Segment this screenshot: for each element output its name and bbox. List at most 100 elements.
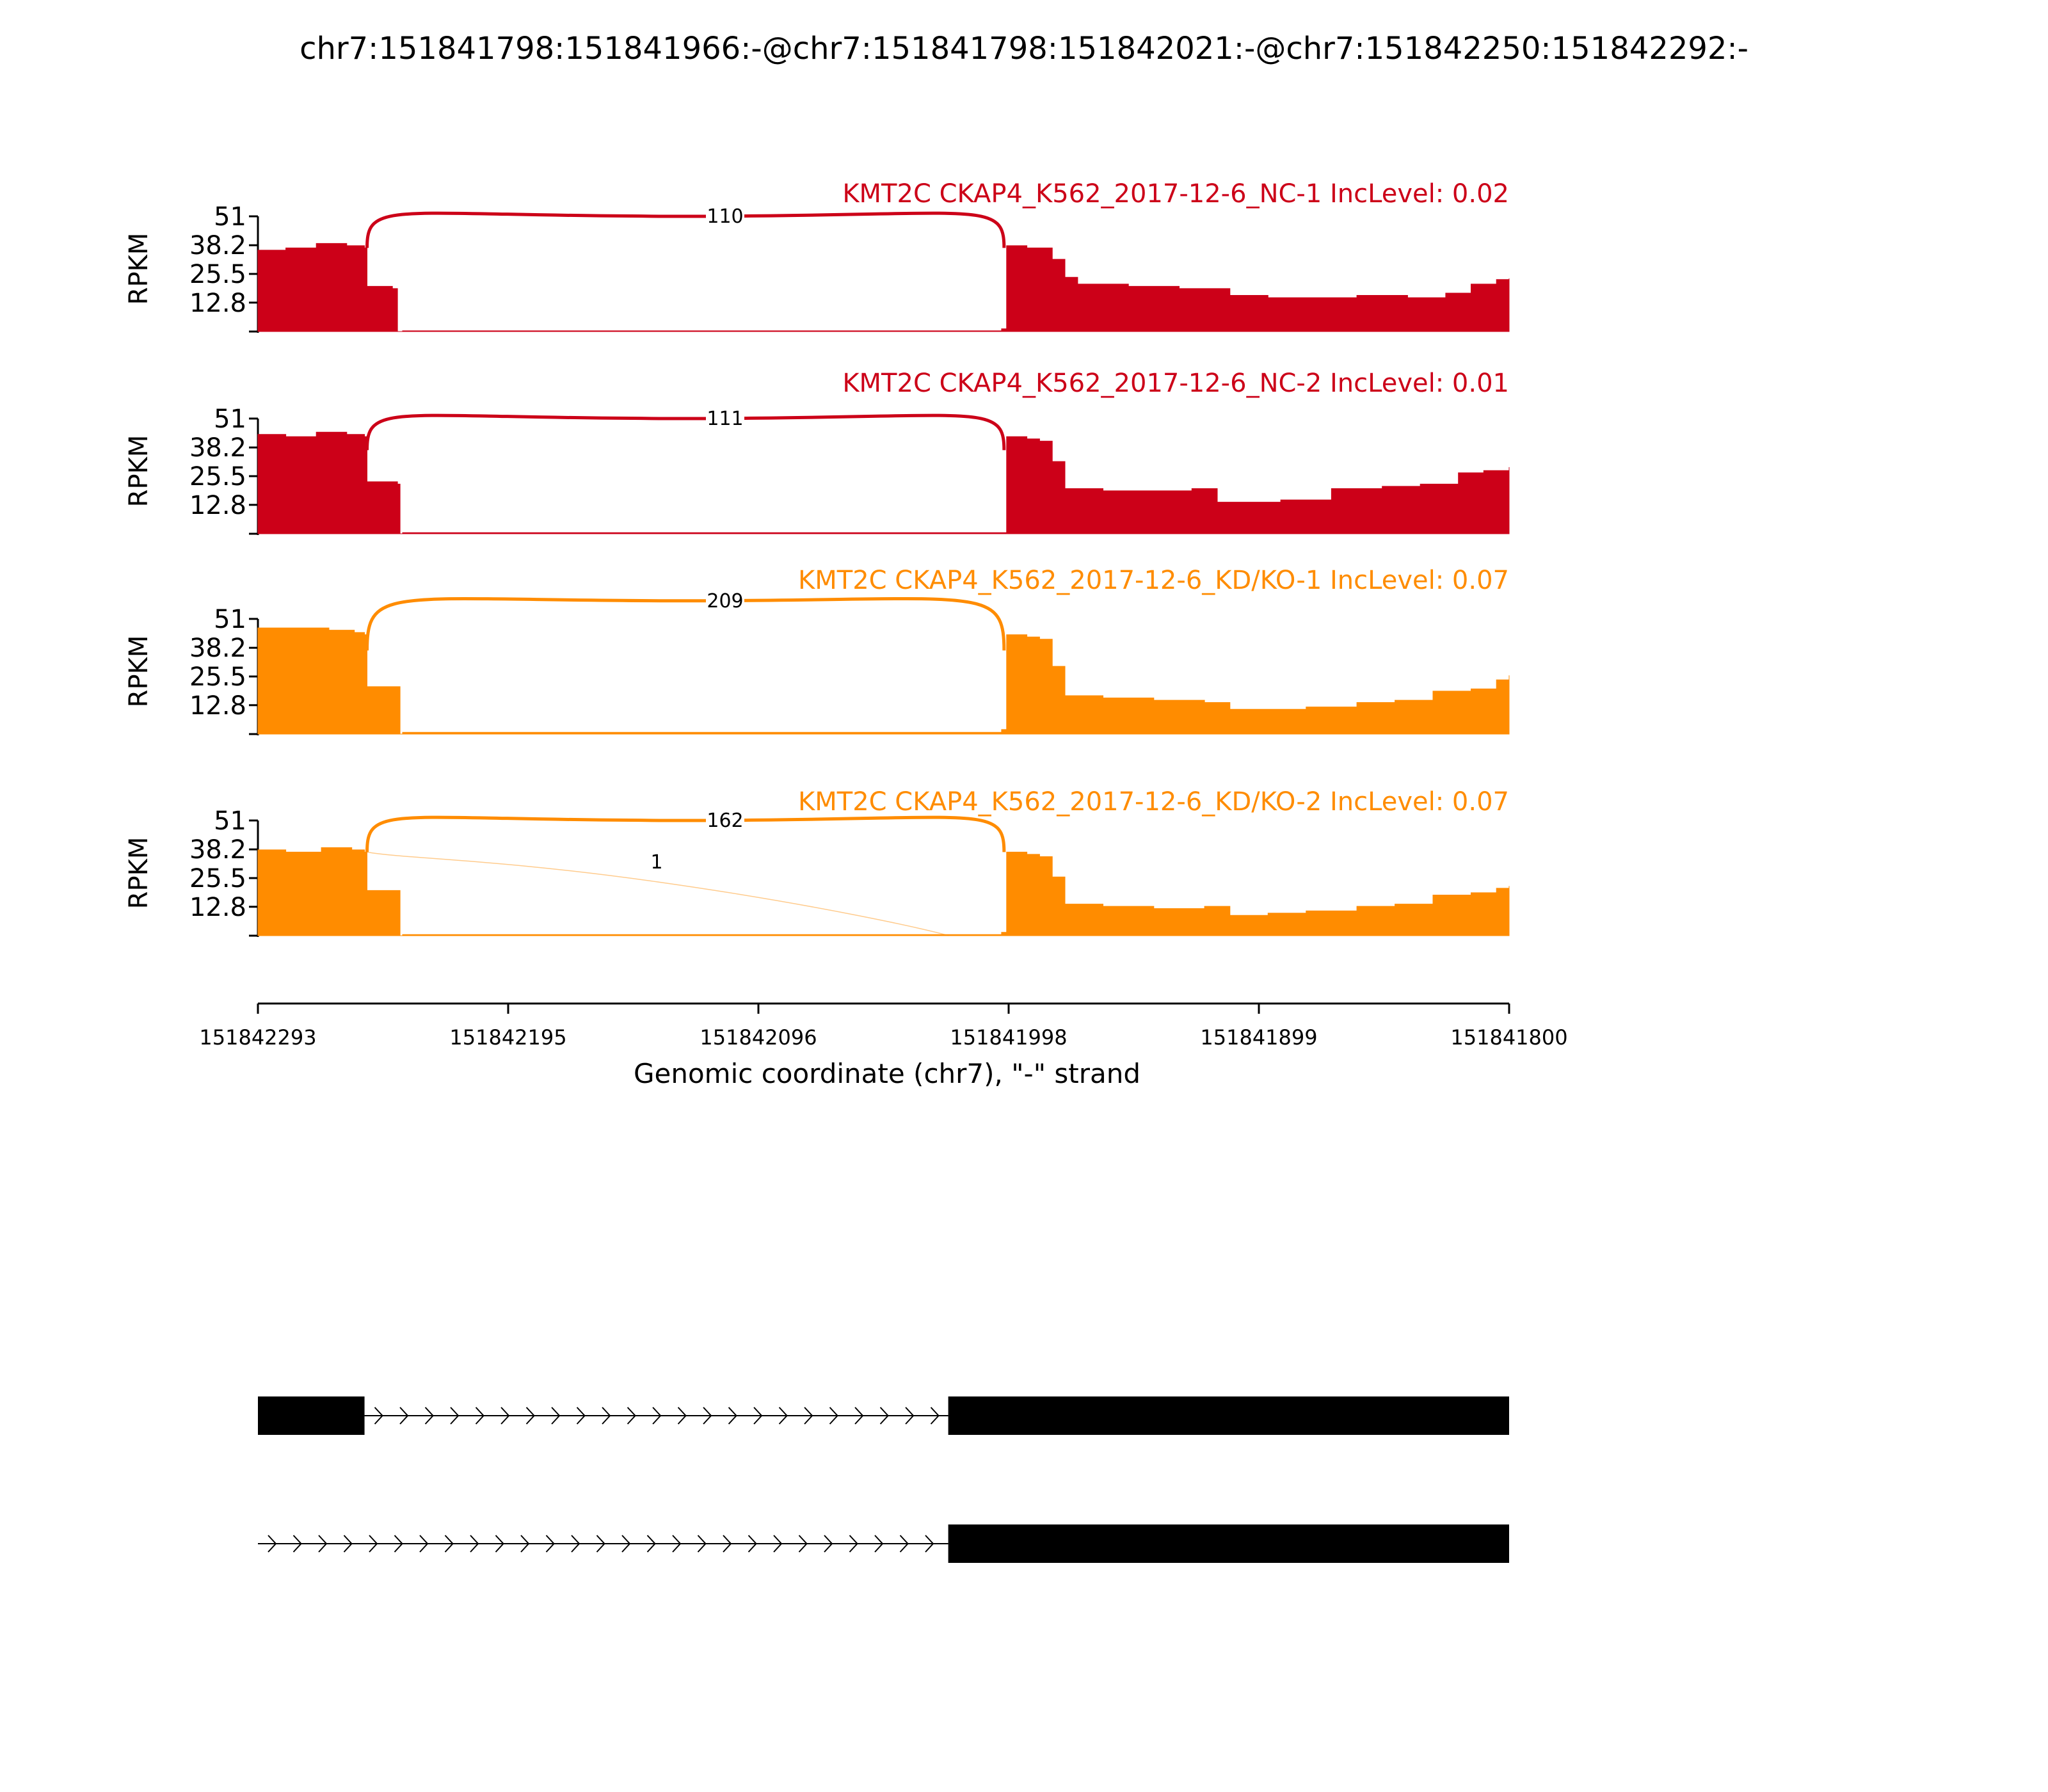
y-axis-label: RPKM [124, 837, 154, 909]
strand-arrow [773, 1535, 783, 1553]
strand-arrow [672, 1535, 682, 1553]
exon-block [258, 1396, 365, 1435]
strand-arrow [829, 1407, 838, 1425]
strand-arrow [419, 1535, 429, 1553]
junction-label-bg [706, 408, 744, 429]
x-axis: Genomic coordinate (chr7), "-" strand 15… [199, 1002, 1568, 1089]
strand-arrow [652, 1407, 662, 1425]
junction-label: 162 [707, 810, 743, 832]
strand-arrow [268, 1535, 277, 1553]
strand-arrow [399, 1407, 409, 1425]
junction-label-bg [706, 590, 744, 611]
y-tick-label: 12.8 [189, 691, 246, 721]
y-tick-label: 25.5 [189, 864, 246, 893]
strand-arrow [394, 1535, 403, 1553]
x-tick-label: 151841899 [1200, 1025, 1317, 1050]
panel-title: KMT2C CKAP4_K562_2017-12-6_NC-2 IncLevel… [842, 369, 1509, 398]
strand-arrow [621, 1535, 631, 1553]
y-tick-label: 12.8 [189, 289, 246, 318]
y-tick-label: 51 [214, 202, 246, 232]
strand-arrow [525, 1407, 535, 1425]
panel-title: KMT2C CKAP4_K562_2017-12-6_KD/KO-1 IncLe… [798, 566, 1509, 595]
strand-arrow [450, 1407, 460, 1425]
x-tick-label: 151842195 [449, 1025, 566, 1050]
x-tick-label: 151841800 [1450, 1025, 1567, 1050]
junction-label-bg [637, 852, 676, 872]
strand-arrow [318, 1535, 328, 1553]
junction-label: 1 [650, 851, 662, 874]
strand-arrow [374, 1407, 383, 1425]
junction-arc [365, 413, 1006, 451]
strand-arrow [930, 1407, 940, 1425]
strand-arrow [879, 1407, 889, 1425]
strand-arrow [500, 1407, 510, 1425]
y-tick-label: 12.8 [189, 893, 246, 922]
strand-arrow [804, 1407, 813, 1425]
coverage-panel: KMT2C CKAP4_K562_2017-12-6_NC-2 IncLevel… [124, 369, 1510, 535]
strand-arrow [798, 1535, 808, 1553]
strand-arrow [905, 1407, 915, 1425]
junction-label-bg [706, 206, 744, 227]
x-tick-label: 151842096 [700, 1025, 817, 1050]
coverage-area [257, 431, 1510, 534]
strand-arrow [596, 1535, 605, 1553]
junction-label: 209 [707, 590, 743, 612]
strand-arrow [602, 1407, 611, 1425]
junction-label: 110 [707, 205, 743, 228]
gene-model [258, 1396, 1509, 1435]
y-tick-label: 38.2 [189, 231, 246, 260]
y-axis-label: RPKM [124, 636, 154, 708]
y-tick-label: 25.5 [189, 260, 246, 289]
junction-arc [365, 596, 1006, 651]
strand-arrow [899, 1535, 909, 1553]
strand-arrow [475, 1407, 484, 1425]
y-tick-label: 38.2 [189, 835, 246, 865]
strand-arrow [748, 1535, 757, 1553]
strand-arrow [495, 1535, 504, 1553]
coverage-panel: KMT2C CKAP4_K562_2017-12-6_NC-1 IncLevel… [124, 179, 1510, 333]
panel-title: KMT2C CKAP4_K562_2017-12-6_NC-1 IncLevel… [842, 179, 1509, 209]
x-tick-label: 151842293 [199, 1025, 316, 1050]
gene-models [258, 1396, 1509, 1563]
strand-arrow [824, 1535, 833, 1553]
y-tick-label: 38.2 [189, 433, 246, 463]
strand-arrow [849, 1535, 858, 1553]
strand-arrow [571, 1535, 580, 1553]
y-tick-label: 25.5 [189, 662, 246, 692]
coverage-panel: KMT2C CKAP4_K562_2017-12-6_KD/KO-2 IncLe… [124, 787, 1510, 937]
strand-arrow [545, 1535, 555, 1553]
junction-arc [365, 211, 1006, 248]
exon-block [948, 1396, 1509, 1435]
strand-arrow [677, 1407, 687, 1425]
strand-arrow [576, 1407, 586, 1425]
junction-label-bg [706, 810, 744, 831]
strand-arrow [697, 1535, 707, 1553]
strand-arrow [292, 1535, 302, 1553]
strand-arrow [470, 1535, 479, 1553]
strand-arrow [854, 1407, 864, 1425]
coverage-panels: KMT2C CKAP4_K562_2017-12-6_NC-1 IncLevel… [124, 179, 1510, 937]
y-tick-label: 12.8 [189, 491, 246, 520]
exon-block [948, 1524, 1509, 1563]
coverage-area [257, 847, 1510, 936]
strand-arrow [925, 1535, 934, 1553]
strand-arrow [646, 1535, 656, 1553]
y-axis-label: RPKM [124, 435, 154, 508]
strand-arrow [753, 1407, 763, 1425]
figure-title: chr7:151841798:151841966:-@chr7:15184179… [300, 31, 1748, 67]
strand-arrow [778, 1407, 788, 1425]
coverage-area [257, 627, 1510, 735]
y-tick-label: 25.5 [189, 462, 246, 492]
strand-arrow [343, 1535, 353, 1553]
x-tick-label: 151841998 [950, 1025, 1067, 1050]
strand-arrow [728, 1407, 737, 1425]
junction-arc [367, 851, 948, 936]
junction-arc [365, 815, 1006, 852]
coverage-area [257, 243, 1510, 332]
strand-arrow [723, 1535, 732, 1553]
panel-title: KMT2C CKAP4_K562_2017-12-6_KD/KO-2 IncLe… [798, 787, 1509, 817]
strand-arrow [444, 1535, 454, 1553]
junction-label: 111 [707, 408, 743, 430]
y-tick-label: 38.2 [189, 634, 246, 663]
